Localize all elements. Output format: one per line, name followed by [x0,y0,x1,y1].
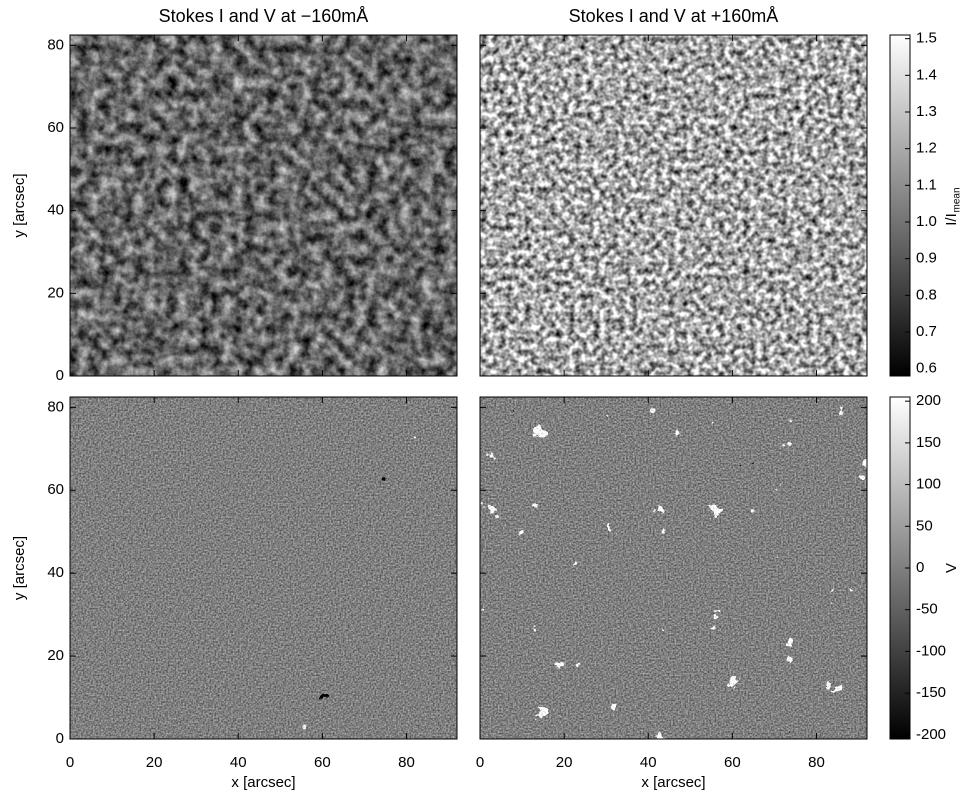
colorbar-tick-label: 1.5 [916,30,937,47]
colorbar-label-sub: mean [952,187,963,212]
colorbar-tick-label: 1.2 [916,140,937,157]
colorbar-tick-label: 1.1 [916,176,937,193]
image [70,397,457,739]
x-tick-label: 40 [640,754,657,771]
y-tick-label: 80 [47,36,64,53]
frame [69,396,458,740]
y-axis-label: y [arcsec] [11,173,28,237]
y-tick-label: 20 [47,284,64,301]
y-tick-label: 60 [47,119,64,136]
x-tick-label: 0 [476,754,484,771]
x-tick-label: 40 [230,754,247,771]
colorbar-label-text: V [943,563,960,573]
colorbar-tick-label: -100 [916,642,946,659]
y-tick-label: 60 [47,481,64,498]
frame [69,34,458,377]
colorbar-tick-label: 100 [916,476,941,493]
panel-title: Stokes I and V at +160mÅ [569,6,779,26]
colorbar-tick-label: 200 [916,392,941,409]
image [480,397,867,739]
panel-title: Stokes I and V at −160mÅ [159,6,369,26]
x-axis-label: x [arcsec] [641,774,705,791]
y-tick-label: 0 [56,367,64,384]
colorbar-tick-label: 1.0 [916,213,937,230]
y-tick-label: 0 [56,730,64,747]
colorbar-tick-label: 0 [916,559,924,576]
x-tick-label: 80 [398,754,415,771]
colorbar-tick-label: 0.6 [916,360,937,377]
colorbar-tick-label: 0.9 [916,250,937,267]
colorbar-tick-label: -150 [916,684,946,701]
x-tick-label: 60 [314,754,331,771]
colorbar [890,35,910,376]
colorbar-tick-label: 1.3 [916,103,937,120]
colorbar-frame [889,34,911,377]
colorbar-tick-label: 1.4 [916,66,937,83]
colorbar-label: V [943,563,960,573]
colorbar [890,397,910,739]
x-tick-label: 0 [66,754,74,771]
x-axis-label: x [arcsec] [231,774,295,791]
colorbar-tick-label: 50 [916,517,933,534]
y-tick-label: 40 [47,202,64,219]
y-tick-label: 80 [47,398,64,415]
image [480,35,867,376]
colorbar-tick-label: 150 [916,434,941,451]
frame [479,34,868,377]
frame [479,396,868,740]
colorbar-tick-label: -200 [916,726,946,743]
y-tick-label: 40 [47,564,64,581]
x-tick-label: 60 [724,754,741,771]
x-tick-label: 20 [146,754,163,771]
x-tick-label: 20 [556,754,573,771]
y-axis-label: y [arcsec] [11,536,28,600]
colorbar-tick-label: 0.7 [916,323,937,340]
colorbar-label-text: I/I [943,213,960,226]
image [70,35,457,376]
x-tick-label: 80 [808,754,825,771]
y-tick-label: 20 [47,647,64,664]
colorbar-tick-label: -50 [916,601,938,618]
colorbar-tick-label: 0.8 [916,286,937,303]
